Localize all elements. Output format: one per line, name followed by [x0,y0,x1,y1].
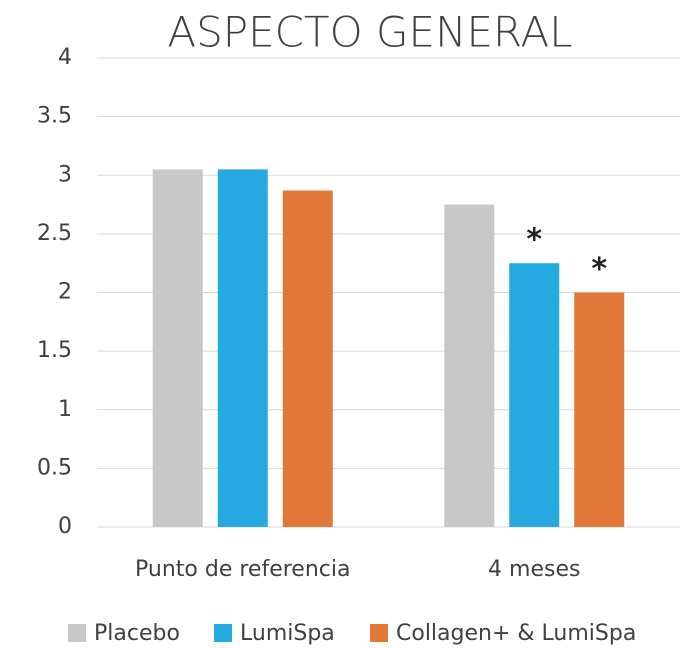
legend-label: Collagen+ & LumiSpa [396,621,636,646]
bar [152,169,203,527]
x-tick-label: Punto de referencia [135,557,350,582]
y-tick-label: 1.5 [37,338,72,363]
y-tick-label: 3.5 [37,104,72,129]
annotation: * [591,252,607,287]
legend-label: Placebo [94,621,180,646]
legend-swatch [68,624,86,642]
bar [444,204,495,527]
annotation: * [526,223,542,258]
y-tick-label: 3 [58,162,72,187]
chart-title: ASPECTO GENERAL [167,8,572,57]
y-tick-label: 4 [58,45,72,70]
y-tick-label: 0 [58,514,72,539]
bar [574,292,625,527]
x-tick-label: 4 meses [488,557,580,582]
y-tick-label: 2.5 [37,221,72,246]
y-tick-label: 2 [58,280,72,305]
y-tick-label: 0.5 [37,455,72,480]
legend-swatch [370,624,388,642]
bar [217,169,268,527]
bar [282,190,333,527]
legend-swatch [214,624,232,642]
legend-label: LumiSpa [240,621,335,646]
bar [509,263,560,527]
y-tick-label: 1 [58,397,72,422]
